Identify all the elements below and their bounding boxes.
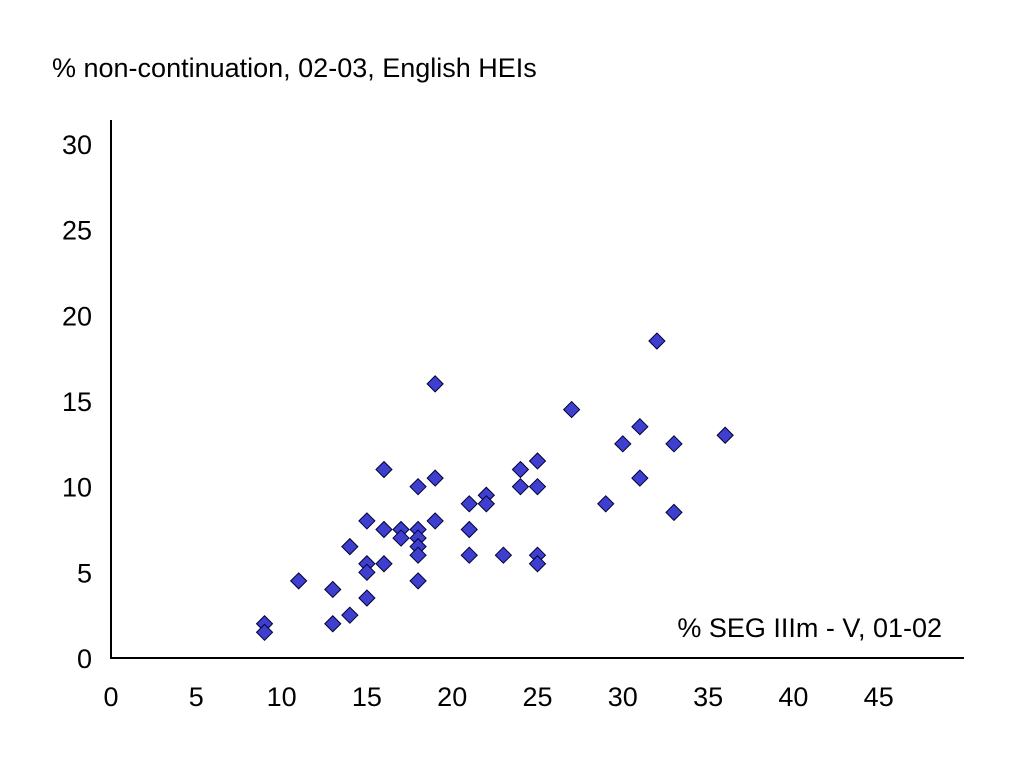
x-tick-label: 20 bbox=[437, 682, 467, 712]
data-point bbox=[289, 572, 308, 590]
data-point bbox=[324, 615, 342, 633]
data-point bbox=[562, 400, 581, 419]
data-point bbox=[528, 477, 547, 496]
data-point bbox=[477, 495, 496, 513]
data-point bbox=[648, 332, 666, 350]
data-point bbox=[324, 580, 342, 599]
data-point bbox=[631, 469, 649, 487]
data-point bbox=[494, 546, 513, 564]
y-tick-label: 30 bbox=[62, 130, 92, 160]
y-tick-label: 20 bbox=[62, 301, 92, 331]
data-point bbox=[631, 417, 649, 436]
data-point bbox=[426, 512, 444, 530]
data-point bbox=[358, 512, 376, 530]
data-point bbox=[528, 555, 547, 573]
data-point bbox=[460, 546, 478, 564]
data-point bbox=[426, 375, 444, 393]
x-tick-label: 35 bbox=[693, 682, 723, 712]
data-point bbox=[409, 546, 427, 564]
data-point bbox=[528, 452, 547, 470]
x-axis-title: % SEG IIIm - V, 01-02 bbox=[677, 613, 942, 643]
y-tick-label: 0 bbox=[77, 644, 92, 674]
data-point bbox=[375, 460, 393, 479]
data-point bbox=[614, 435, 632, 453]
y-tick-label: 15 bbox=[62, 387, 92, 417]
data-point bbox=[375, 520, 393, 539]
data-point bbox=[511, 477, 530, 496]
data-point bbox=[426, 469, 444, 487]
y-tick-labels: 0 5 10 15 20 25 30 bbox=[62, 130, 92, 674]
y-tick-label: 10 bbox=[62, 473, 92, 503]
x-tick-label: 15 bbox=[352, 682, 382, 712]
data-point bbox=[341, 537, 359, 556]
y-tick-label: 5 bbox=[77, 558, 92, 588]
data-point bbox=[255, 623, 274, 642]
data-point bbox=[460, 520, 478, 539]
data-point bbox=[392, 529, 410, 547]
data-point bbox=[665, 435, 683, 453]
y-tick-label: 25 bbox=[62, 216, 92, 246]
x-tick-label: 5 bbox=[189, 682, 204, 712]
x-tick-label: 40 bbox=[778, 682, 808, 712]
x-tick-label: 45 bbox=[864, 682, 894, 712]
y-axis-title: % non-continuation, 02-03, English HEIs bbox=[52, 53, 537, 83]
x-tick-label: 0 bbox=[103, 682, 118, 712]
data-point bbox=[665, 503, 683, 522]
x-tick-label: 25 bbox=[522, 682, 552, 712]
data-points bbox=[255, 332, 734, 642]
x-tick-label: 10 bbox=[267, 682, 297, 712]
data-point bbox=[597, 495, 615, 513]
data-point bbox=[341, 606, 359, 624]
data-point bbox=[375, 555, 393, 573]
data-point bbox=[511, 460, 530, 479]
data-point bbox=[409, 477, 427, 496]
data-point bbox=[716, 426, 734, 444]
data-point bbox=[409, 572, 427, 590]
data-point bbox=[460, 495, 478, 513]
x-tick-label: 30 bbox=[608, 682, 638, 712]
x-tick-labels: 0 5 10 15 20 25 30 35 40 45 bbox=[103, 682, 893, 712]
data-point bbox=[358, 563, 376, 582]
data-point bbox=[358, 589, 376, 607]
